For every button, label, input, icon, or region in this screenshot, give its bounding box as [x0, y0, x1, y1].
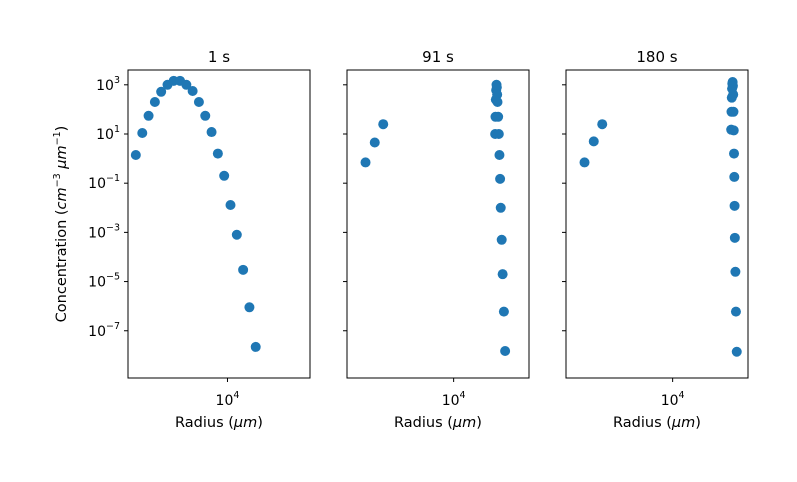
data-point — [219, 170, 230, 181]
data-point — [500, 346, 511, 357]
panel-3: 180 s 104 Radius (μm) — [562, 48, 749, 431]
data-point — [225, 199, 236, 210]
panel-title: 91 s — [422, 48, 454, 66]
y-tick-label: 10−5 — [88, 272, 120, 291]
data-point — [728, 106, 739, 117]
x-tick-label: 104 — [661, 390, 685, 409]
data-point — [493, 111, 504, 122]
panel-2: 91 s 104 Radius (μm) — [343, 48, 530, 431]
data-point — [496, 234, 507, 245]
x-tick-label: 104 — [216, 390, 240, 409]
data-point — [187, 86, 198, 97]
data-point — [369, 137, 380, 148]
data-point — [212, 148, 223, 159]
panel-title: 180 s — [636, 48, 677, 66]
data-point — [729, 200, 740, 211]
data-point — [238, 264, 249, 275]
y-tick-label: 10−7 — [88, 321, 120, 340]
y-axis-label: Concentration (cm−3 μm−1) — [52, 126, 70, 323]
data-point — [730, 306, 741, 317]
data-point — [492, 89, 503, 100]
data-point — [360, 157, 371, 168]
panel-title: 1 s — [208, 48, 230, 66]
plot-frame — [565, 69, 749, 379]
data-point — [728, 125, 739, 136]
data-point — [729, 232, 740, 243]
data-point — [727, 80, 738, 91]
plot-frame — [346, 69, 530, 379]
data-point — [579, 157, 590, 168]
data-point — [497, 269, 508, 280]
data-point — [156, 86, 167, 97]
data-point — [588, 136, 599, 147]
x-axis-label: Radius (μm) — [394, 415, 482, 431]
data-point — [731, 346, 742, 357]
data-point — [493, 128, 504, 139]
data-point — [730, 266, 741, 277]
panel-1: 1 s 103 101 10−1 10−3 10−5 10−7 104 Radius (μm) — [88, 48, 311, 431]
data-point — [491, 82, 502, 93]
data-point — [130, 149, 141, 160]
data-point — [244, 302, 255, 313]
data-point — [492, 96, 503, 107]
plot-frame — [127, 69, 311, 379]
x-axis-label: Radius (μm) — [613, 415, 701, 431]
data-point — [495, 202, 506, 213]
data-point — [206, 127, 217, 138]
data-point — [137, 127, 148, 138]
y-tick-label: 103 — [96, 75, 120, 94]
data-point — [231, 229, 242, 240]
x-tick-label: 104 — [442, 390, 466, 409]
data-point — [200, 110, 211, 121]
y-tick-label: 10−3 — [88, 222, 120, 241]
data-point — [250, 341, 261, 352]
data-point — [728, 89, 739, 100]
data-point — [495, 173, 506, 184]
data-point — [729, 171, 740, 182]
y-tick-label: 10−1 — [88, 173, 120, 192]
data-point — [193, 96, 204, 107]
data-point — [498, 306, 509, 317]
data-point — [149, 96, 160, 107]
x-axis-label: Radius (μm) — [175, 415, 263, 431]
data-point — [143, 110, 154, 121]
data-point — [597, 119, 608, 130]
data-point — [378, 119, 389, 130]
y-tick-label: 101 — [96, 124, 120, 143]
data-point — [181, 79, 192, 90]
data-point — [729, 148, 740, 159]
data-point — [494, 149, 505, 160]
